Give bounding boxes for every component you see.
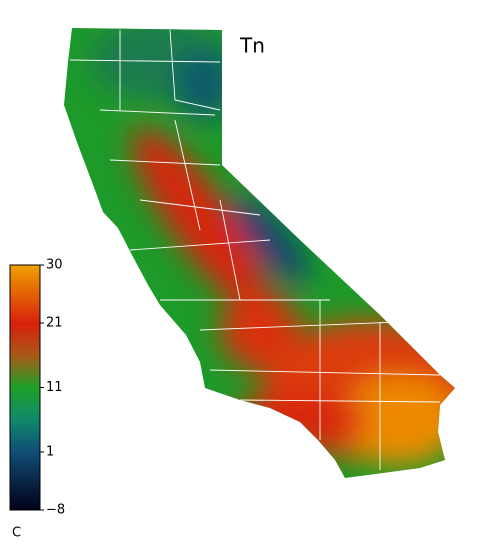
colorbar-tick-label: 11 bbox=[46, 380, 63, 395]
colorbar-tick-label: −8 bbox=[46, 503, 65, 518]
colorbar-tick-label: 30 bbox=[46, 258, 63, 273]
colorbar-tick-label: 1 bbox=[46, 444, 54, 459]
colorbar-tick-label: 21 bbox=[46, 316, 63, 331]
colorbar bbox=[9, 264, 41, 511]
colorbar-unit: C bbox=[12, 526, 21, 541]
map-title: Tn bbox=[239, 34, 265, 58]
